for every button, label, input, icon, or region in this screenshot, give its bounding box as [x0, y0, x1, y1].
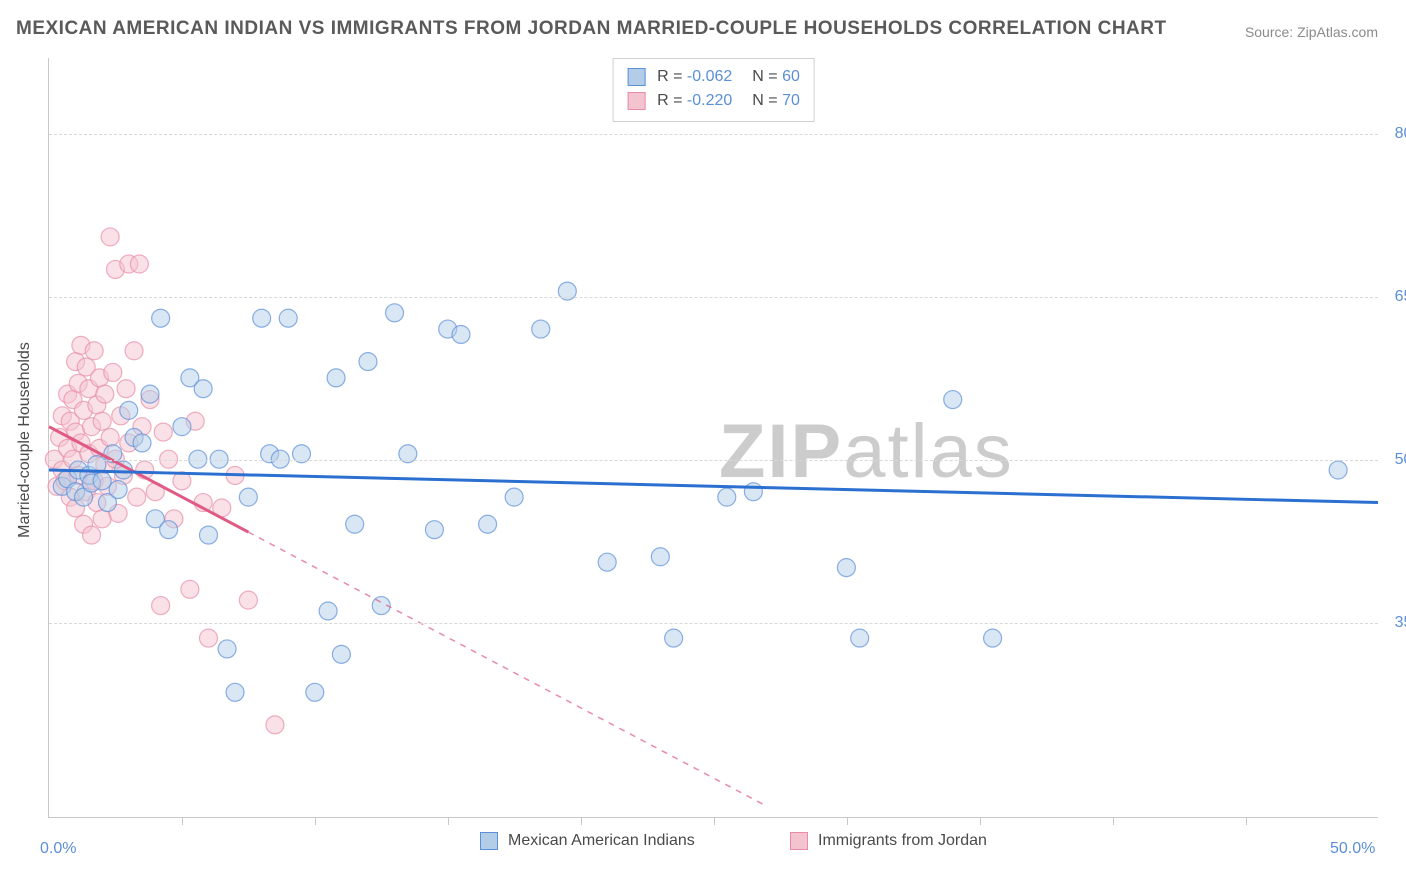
- stats-row-2: R = -0.220 N = 70: [627, 89, 800, 113]
- stats-row-1: R = -0.062 N = 60: [627, 65, 800, 89]
- legend-label-1: Mexican American Indians: [508, 832, 695, 850]
- swatch-blue-legend: [480, 832, 498, 850]
- y-tick-label: 80.0%: [1395, 125, 1406, 143]
- y-tick-label: 50.0%: [1395, 451, 1406, 469]
- chart-title: MEXICAN AMERICAN INDIAN VS IMMIGRANTS FR…: [16, 18, 1167, 40]
- source-label: Source: ZipAtlas.com: [1245, 24, 1378, 40]
- y-axis-title: Married-couple Households: [16, 342, 34, 538]
- y-tick-label: 35.0%: [1395, 614, 1406, 632]
- legend-series1: Mexican American Indians: [480, 832, 695, 850]
- scatter-plot: [49, 58, 1378, 817]
- swatch-blue: [627, 68, 645, 86]
- stats-box: R = -0.062 N = 60 R = -0.220 N = 70: [612, 58, 815, 122]
- legend-label-2: Immigrants from Jordan: [818, 832, 987, 850]
- x-min-label: 0.0%: [40, 840, 76, 858]
- y-tick-label: 65.0%: [1395, 288, 1406, 306]
- legend-series2: Immigrants from Jordan: [790, 832, 987, 850]
- swatch-pink: [627, 92, 645, 110]
- swatch-pink-legend: [790, 832, 808, 850]
- x-max-label: 50.0%: [1330, 840, 1375, 858]
- chart-area: ZIPatlas R = -0.062 N = 60 R = -0.220 N …: [48, 58, 1378, 818]
